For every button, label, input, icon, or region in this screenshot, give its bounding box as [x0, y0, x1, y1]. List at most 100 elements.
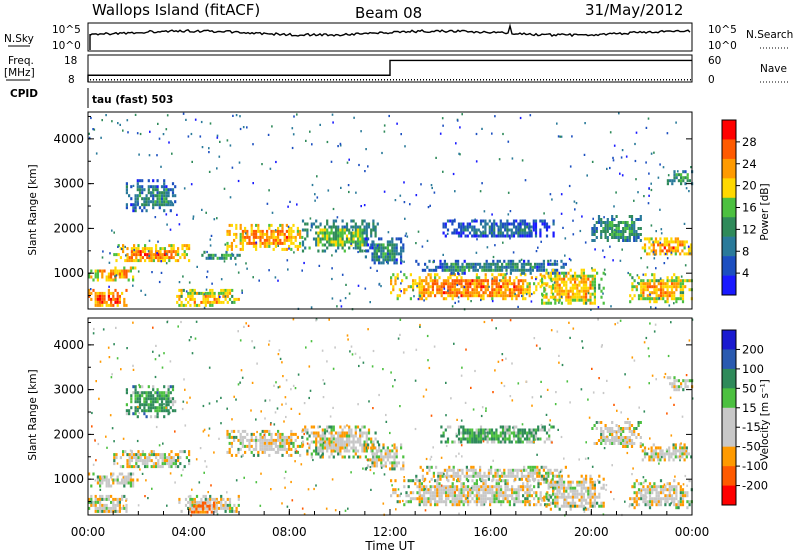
heatmap-cell	[519, 234, 522, 238]
heatmap-cell	[400, 258, 403, 262]
heatmap-cell	[163, 250, 166, 254]
heatmap-cell	[158, 197, 161, 201]
heatmap-cell	[600, 442, 603, 445]
heatmap-cell	[633, 433, 636, 436]
heatmap-cell	[272, 247, 275, 251]
heatmap-cell	[101, 294, 104, 298]
heatmap-cell	[517, 434, 520, 438]
heatmap-cell	[539, 273, 542, 277]
heatmap-cell	[567, 492, 570, 496]
heatmap-cell	[652, 455, 655, 459]
heatmap-cell	[403, 201, 406, 204]
heatmap-cell	[161, 256, 164, 260]
heatmap-cell	[587, 277, 590, 281]
heatmap-cell	[646, 282, 649, 286]
heatmap-cell	[154, 415, 157, 419]
heatmap-cell	[653, 297, 656, 301]
heatmap-cell	[199, 510, 202, 514]
heatmap-cell	[202, 494, 205, 498]
heatmap-cell	[491, 277, 494, 280]
heatmap-cell	[292, 229, 295, 233]
heatmap-cell	[299, 444, 302, 448]
heatmap-cell	[259, 441, 262, 445]
colorbar-tick-label: 16	[742, 201, 757, 215]
heatmap-cell	[530, 431, 533, 435]
heatmap-cell	[206, 294, 210, 298]
heatmap-cell	[526, 494, 529, 498]
heatmap-cell	[646, 285, 649, 289]
heatmap-cell	[332, 240, 335, 244]
heatmap-cell	[154, 188, 157, 192]
heatmap-cell	[515, 297, 518, 301]
heatmap-cell	[609, 131, 612, 134]
heatmap-cell	[663, 458, 666, 462]
heatmap-cell	[515, 228, 518, 232]
heatmap-cell	[690, 252, 693, 256]
heatmap-cell	[145, 403, 148, 407]
heatmap-cell	[670, 294, 674, 298]
heatmap-cell	[633, 442, 636, 445]
heatmap-cell	[613, 218, 616, 221]
heatmap-cell	[571, 277, 574, 281]
heatmap-cell	[233, 509, 236, 513]
heatmap-cell	[629, 294, 632, 298]
heatmap-cell	[423, 503, 426, 507]
heatmap-cell	[409, 479, 412, 483]
heatmap-cell	[519, 431, 522, 435]
heatmap-cell	[585, 486, 588, 490]
heatmap-cell	[281, 247, 284, 251]
heatmap-cell	[490, 234, 494, 238]
heatmap-cell	[600, 233, 603, 236]
heatmap-cell	[341, 243, 344, 247]
heatmap-cell	[462, 222, 465, 226]
heatmap-cell	[150, 247, 153, 251]
heatmap-cell	[347, 184, 350, 187]
heatmap-cell	[277, 241, 280, 245]
heatmap-cell	[496, 262, 499, 266]
heatmap-cell	[274, 244, 277, 248]
heatmap-cell	[489, 291, 492, 295]
heatmap-cell	[668, 446, 671, 450]
heatmap-cell	[110, 494, 113, 498]
heatmap-cell	[101, 297, 104, 301]
heatmap-cell	[127, 472, 130, 476]
heatmap-cell	[330, 428, 333, 432]
heatmap-cell	[499, 222, 502, 226]
heatmap-cell	[130, 259, 133, 263]
heatmap-cell	[484, 491, 487, 495]
heatmap-cell	[468, 474, 471, 478]
heatmap-cell	[193, 510, 196, 514]
heatmap-cell	[462, 279, 465, 283]
heatmap-cell	[337, 246, 340, 250]
heatmap-cell	[107, 278, 110, 282]
heatmap-cell	[101, 303, 104, 307]
heatmap-cell	[685, 187, 688, 190]
heatmap-cell	[687, 252, 691, 256]
heatmap-cell	[686, 279, 689, 283]
heatmap-cell	[121, 272, 124, 276]
heatmap-cell	[507, 262, 510, 266]
heatmap-cell	[354, 246, 357, 250]
heatmap-cell	[315, 243, 318, 247]
heatmap-cell	[195, 504, 198, 508]
heatmap-cell	[373, 452, 376, 456]
heatmap-cell	[100, 136, 102, 139]
heatmap-cell	[188, 247, 191, 251]
heatmap-cell	[149, 397, 153, 401]
heatmap-cell	[517, 485, 520, 489]
heatmap-cell	[683, 246, 686, 250]
heatmap-cell	[363, 240, 366, 244]
heatmap-cell	[663, 240, 666, 244]
heatmap-cell	[589, 486, 592, 490]
heatmap-cell	[330, 160, 333, 163]
heatmap-cell	[519, 288, 522, 292]
heatmap-cell	[409, 497, 412, 501]
heatmap-cell	[389, 455, 392, 459]
heatmap-cell	[135, 462, 138, 466]
heatmap-cell	[252, 143, 254, 146]
heatmap-cell	[517, 228, 520, 232]
heatmap-cell	[429, 503, 432, 507]
heatmap-cell	[105, 503, 108, 507]
heatmap-cell	[134, 412, 137, 416]
heatmap-cell	[679, 297, 682, 301]
